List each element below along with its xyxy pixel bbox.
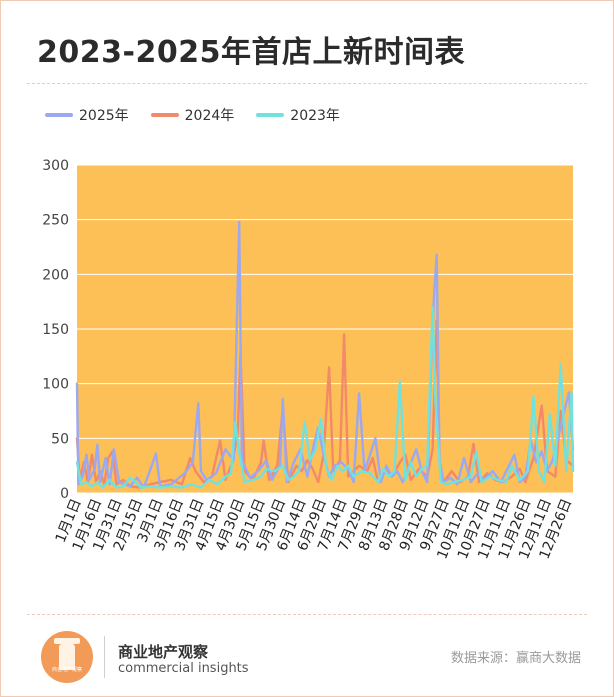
logo-text: 商业地产观察 bbox=[51, 667, 82, 673]
legend-swatch-2025 bbox=[45, 113, 73, 117]
y-tick-label-200: 200 bbox=[42, 267, 69, 283]
legend-label-2023: 2023年 bbox=[290, 108, 340, 124]
brand-logo: 商业地产观察 bbox=[41, 631, 93, 683]
lighthouse-icon bbox=[54, 638, 80, 670]
line-chart: 0501001502002503001月1日1月16日1月31日2月15日3月1… bbox=[42, 158, 575, 562]
divider-top bbox=[27, 83, 587, 84]
brand-separator bbox=[104, 636, 105, 678]
legend-swatch-2023 bbox=[256, 113, 285, 117]
brand-name-en: commercial insights bbox=[118, 661, 249, 676]
data-source: 数据来源：赢商大数据 bbox=[450, 651, 581, 666]
y-tick-label-100: 100 bbox=[42, 377, 69, 393]
legend-item-2025: 2025年 bbox=[45, 105, 129, 125]
chart-legend: 2025年 2024年 2023年 bbox=[45, 105, 340, 125]
legend-label-2024: 2024年 bbox=[184, 108, 235, 124]
divider-bottom bbox=[27, 614, 587, 615]
y-tick-label-300: 300 bbox=[42, 158, 69, 174]
y-tick-label-250: 250 bbox=[42, 213, 69, 229]
legend-label-2025: 2025年 bbox=[79, 108, 129, 124]
legend-item-2023: 2023年 bbox=[256, 105, 340, 125]
legend-item-2024: 2024年 bbox=[150, 105, 235, 125]
series-line-2023年 bbox=[75, 305, 575, 489]
y-tick-label-150: 150 bbox=[42, 322, 69, 338]
y-tick-label-50: 50 bbox=[51, 431, 69, 447]
legend-swatch-2024 bbox=[150, 113, 179, 117]
brand-name-cn: 商业地产观察 bbox=[118, 643, 209, 661]
y-tick-label-0: 0 bbox=[60, 486, 69, 502]
page-title: 2023-2025年首店上新时间表 bbox=[37, 35, 465, 70]
